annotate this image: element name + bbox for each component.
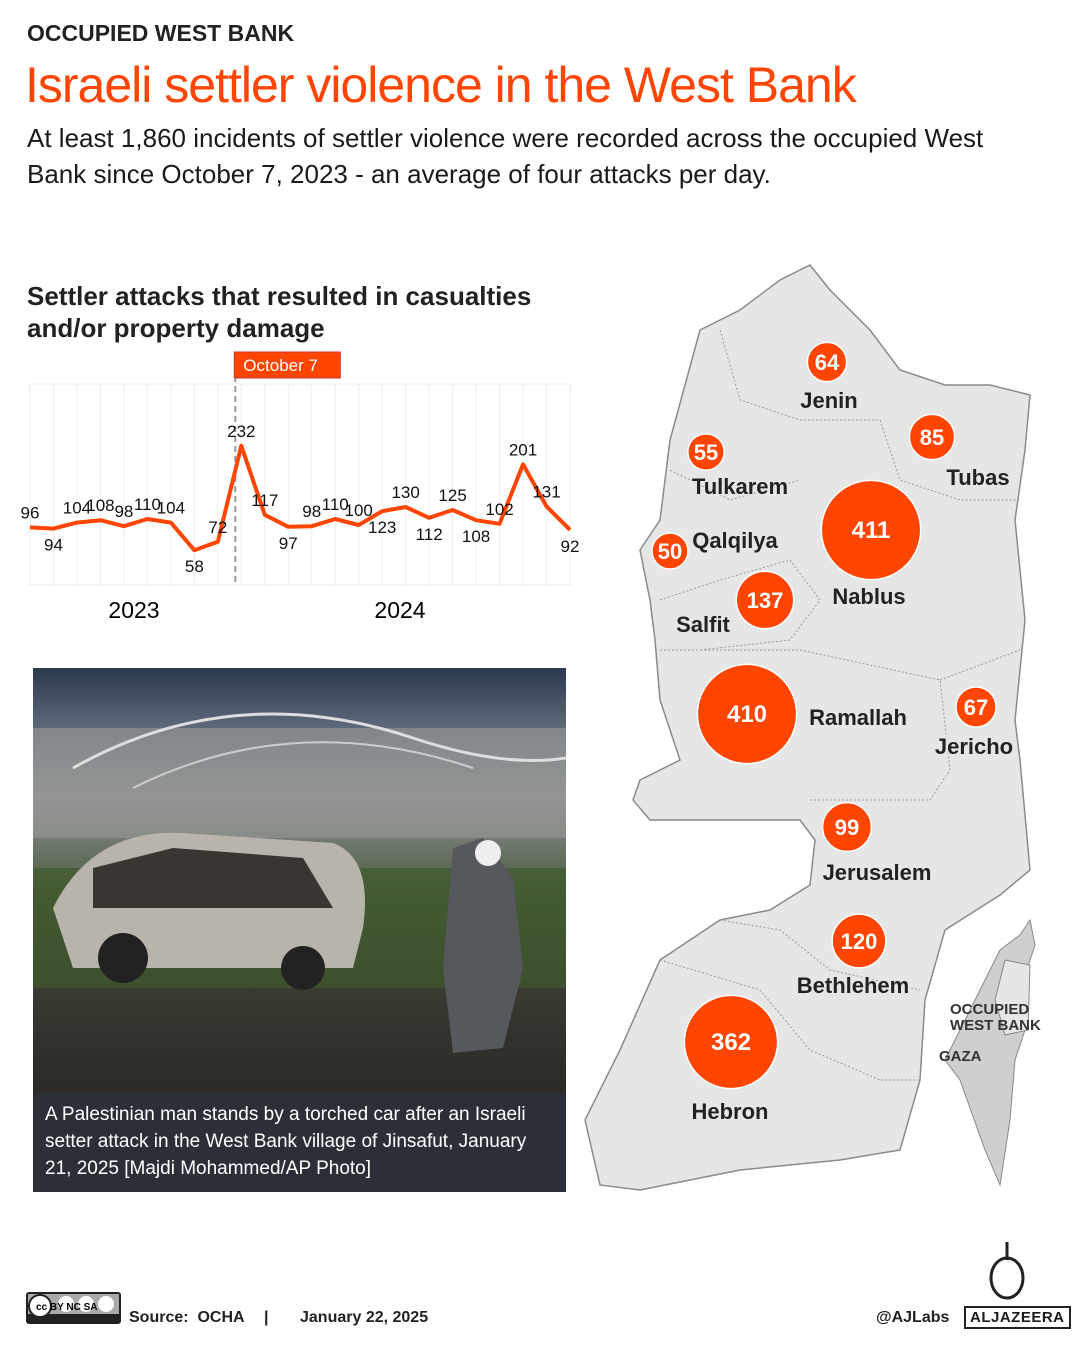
x-label-2023: 2023 [108, 597, 159, 623]
region-jenin: 64 Jenin [799, 341, 859, 415]
inset-label-line: WEST BANK [950, 1017, 1041, 1034]
region-label: Qalqilya [692, 528, 778, 553]
bubble-value: 85 [920, 425, 944, 450]
x-label-2024: 2024 [374, 597, 425, 623]
photo [33, 668, 566, 1093]
page-title: Israeli settler violence in the West Ban… [25, 57, 857, 113]
data-label: 110 [322, 495, 349, 514]
bubble-value: 120 [841, 929, 878, 954]
photo-illustration [33, 712, 566, 1053]
october-7-label-box [233, 351, 341, 379]
data-label: 108 [462, 527, 490, 546]
region-label: Bethlehem [797, 973, 909, 998]
west-bank-outline [584, 264, 1031, 1191]
bubble [831, 913, 887, 969]
region-label: Hebron [692, 1099, 769, 1124]
region-label: Tulkarem [692, 474, 788, 499]
inset-label: OCCUPIED WEST BANK [950, 1001, 1041, 1034]
aljazeera-logo-icon [989, 1242, 1025, 1300]
separator: | [264, 1309, 269, 1326]
series-line [29, 443, 572, 553]
bubble-value: 50 [658, 539, 682, 564]
inset-label-line: OCCUPIED [950, 1001, 1029, 1018]
svg-text:cc BY NC SA: cc BY NC SA [36, 1302, 98, 1313]
bubble [955, 686, 997, 728]
bubble [908, 413, 956, 461]
cc-license-badge: cc BY NC SA [26, 1292, 121, 1324]
bubble [735, 570, 795, 630]
inset-gaza-label: GAZA [939, 1048, 982, 1065]
governorate-borders [659, 329, 1021, 1081]
subtitle: At least 1,860 incidents of settler viol… [27, 123, 984, 189]
region-ramallah: 410 Ramallah [696, 663, 908, 765]
data-label: 123 [368, 518, 396, 537]
bubble-value: 64 [815, 350, 840, 375]
region-nablus: 411 Nablus [820, 479, 922, 611]
region-jerusalem: 99 Jerusalem [821, 801, 933, 887]
data-label: 102 [485, 500, 513, 519]
region-label: Jerusalem [823, 860, 932, 885]
data-label: 232 [227, 422, 255, 441]
bubble-value: 67 [964, 695, 988, 720]
region-label: Salfit [676, 612, 730, 637]
bubble-value: 411 [852, 517, 891, 544]
bubble [687, 433, 725, 471]
bubble [806, 341, 848, 383]
data-label: 110 [134, 495, 161, 514]
chart-title: Settler attacks that resulted in casualt… [27, 281, 532, 343]
photo-caption: A Palestinian man stands by a torched ca… [33, 1093, 566, 1192]
data-label: 108 [86, 496, 114, 515]
data-label: 97 [279, 534, 298, 553]
data-label: 112 [416, 525, 443, 544]
data-label: 130 [391, 483, 419, 502]
region-tulkarem: 55 Tulkarem [687, 433, 790, 501]
bubble [683, 994, 779, 1090]
region-label: Jenin [800, 388, 857, 413]
bubble-value: 137 [747, 588, 784, 613]
bubble-value: 55 [694, 440, 718, 465]
handle: @AJLabs [876, 1309, 950, 1326]
data-label: 104 [157, 499, 185, 518]
data-label: 72 [208, 518, 227, 537]
bubble [696, 663, 798, 765]
data-label: 98 [114, 502, 133, 521]
brand-logo: ALJAZEERA [964, 1306, 1071, 1329]
bubble [821, 801, 873, 853]
region-salfit: 137 Salfit [675, 570, 795, 639]
region-hebron: 362 Hebron [683, 994, 779, 1126]
region-label: Nablus [832, 584, 905, 609]
bubble-value: 362 [711, 1029, 751, 1056]
bubble-value: 99 [835, 815, 859, 840]
data-label: 58 [185, 557, 204, 576]
region-jericho: 67 Jericho [933, 686, 1015, 761]
source-label: Source: [129, 1309, 189, 1326]
bubble [820, 479, 922, 581]
source: OCHA [197, 1309, 245, 1326]
data-label: 131 [532, 482, 560, 501]
data-label: 94 [44, 536, 63, 555]
data-label: 104 [63, 499, 91, 518]
region-label: Tubas [946, 465, 1009, 490]
kicker: OCCUPIED WEST BANK [27, 20, 295, 46]
data-label: 96 [21, 503, 40, 522]
date: January 22, 2025 [300, 1309, 429, 1326]
region-qalqilya: 50 Qalqilya [651, 527, 780, 570]
data-label: 92 [561, 537, 580, 556]
bubble-value: 410 [727, 701, 767, 728]
data-label: 98 [302, 502, 321, 521]
data-label: 100 [345, 501, 373, 520]
data-label: 201 [509, 440, 537, 459]
inset-west-bank [994, 959, 1031, 1036]
region-label: Ramallah [809, 705, 907, 730]
plot-area [29, 383, 571, 586]
region-label: Jericho [935, 734, 1013, 759]
october-7-label: October 7 [243, 356, 318, 375]
data-label: 125 [438, 486, 466, 505]
data-label: 117 [251, 491, 278, 510]
region-bethlehem: 120 Bethlehem [795, 913, 911, 1000]
bubble [651, 532, 689, 570]
